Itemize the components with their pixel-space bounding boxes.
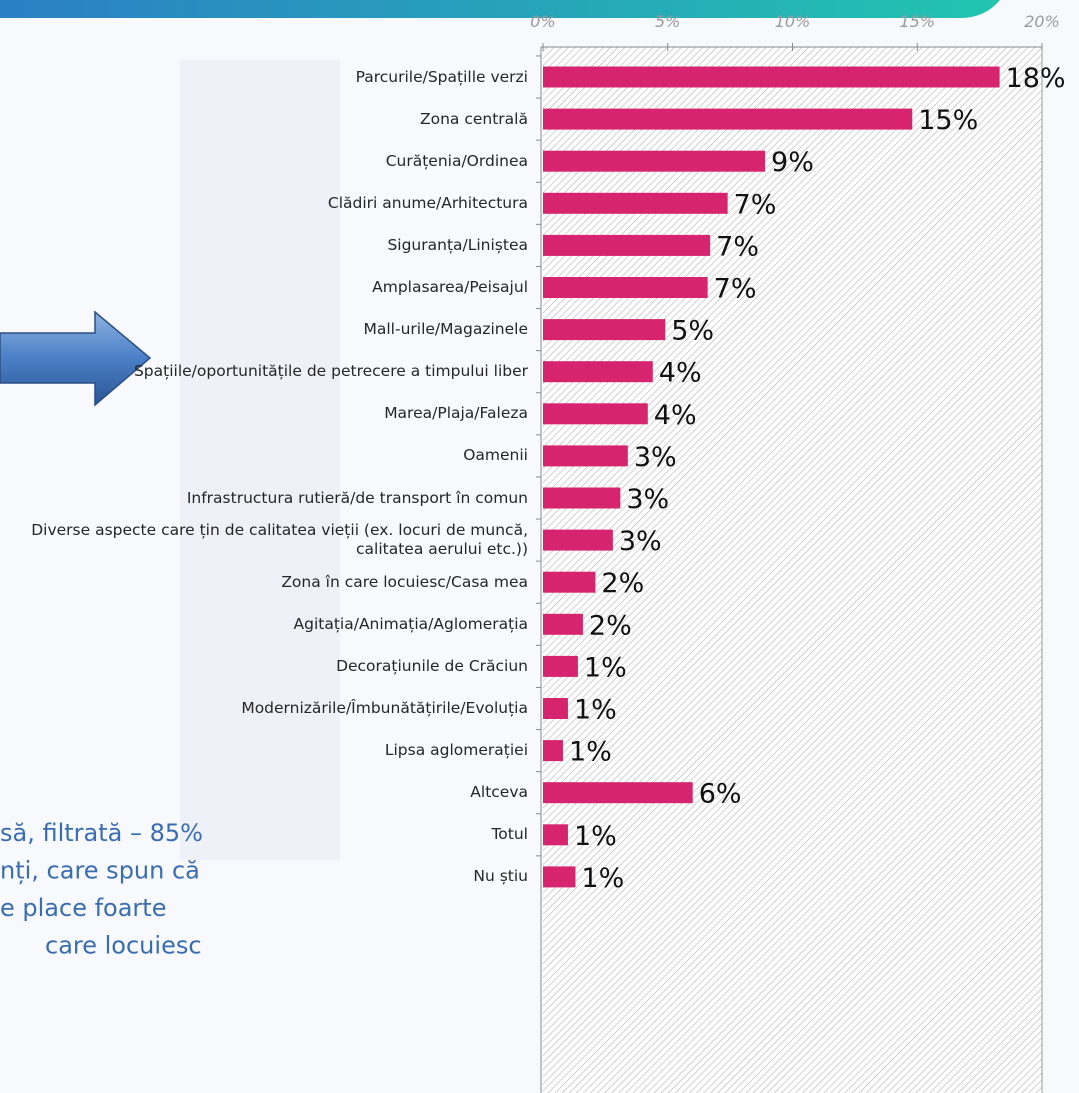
- category-label: Diverse aspecte care țin de calitatea vi…: [31, 521, 528, 559]
- background-building: [180, 60, 340, 860]
- annotation: nți, care spun că: [0, 857, 200, 885]
- category-label: Decorațiunile de Crăciun: [336, 656, 528, 675]
- value-label: 3%: [619, 526, 662, 557]
- value-label: 2%: [589, 610, 632, 641]
- bar: [543, 782, 693, 804]
- value-label: 1%: [584, 652, 627, 683]
- bar: [543, 613, 583, 635]
- bar: [543, 445, 628, 467]
- bar: [543, 824, 568, 846]
- category-label: Clădiri anume/Arhitectura: [327, 193, 528, 212]
- value-label: 15%: [918, 105, 978, 136]
- category-label: Zona centrală: [420, 109, 528, 128]
- category-label: Lipsa aglomerației: [384, 741, 528, 760]
- bar: [543, 403, 648, 425]
- bar: [543, 655, 578, 677]
- value-label: 7%: [734, 189, 777, 220]
- value-label: 1%: [581, 863, 624, 894]
- category-label: Nu știu: [473, 867, 528, 886]
- value-label: 9%: [771, 147, 814, 178]
- category-label: Zona în care locuiesc/Casa mea: [281, 572, 528, 591]
- annotation: e place foarte: [0, 894, 166, 922]
- bar: [543, 66, 1000, 88]
- bar: [543, 571, 596, 593]
- x-tick-label: 5%: [655, 12, 680, 31]
- category-label: Siguranța/Liniștea: [387, 235, 528, 254]
- category-label: Infrastructura rutieră/de transport în c…: [186, 488, 528, 507]
- x-tick-label: 20%: [1024, 12, 1060, 31]
- x-tick-label: 0%: [530, 12, 555, 31]
- category-label: Mall-urile/Magazinele: [363, 320, 529, 339]
- bar: [543, 277, 708, 298]
- category-label: Amplasarea/Peisajul: [372, 278, 528, 296]
- header-band: [0, 0, 1000, 18]
- category-label: Altceva: [470, 783, 528, 802]
- bar: [543, 234, 711, 256]
- arrow: [0, 310, 152, 407]
- value-label: 18%: [1006, 63, 1066, 94]
- annotation: să, filtrată – 85%: [0, 819, 203, 847]
- bar: [543, 319, 666, 341]
- value-label: 4%: [654, 400, 697, 431]
- category-label: Agitația/Animația/Aglomerația: [293, 614, 528, 633]
- value-label: 4%: [659, 358, 702, 389]
- category-label: Totul: [491, 825, 528, 844]
- plot-area: [543, 47, 1042, 1093]
- value-label: 3%: [634, 442, 677, 473]
- value-label: 3%: [626, 484, 669, 515]
- value-label: 2%: [601, 568, 644, 599]
- value-label: 6%: [699, 779, 742, 810]
- x-tick-label: 15%: [899, 12, 935, 31]
- category-label: Marea/Plaja/Faleza: [384, 404, 528, 423]
- category-label: Parcurile/Spațille verzi: [355, 67, 528, 86]
- bar: [543, 698, 568, 719]
- value-label: 1%: [569, 737, 612, 768]
- category-label: Spațiile/oportunitățile de petrecere a t…: [133, 362, 528, 381]
- value-label: 7%: [716, 231, 759, 262]
- category-label: Oamenii: [463, 446, 528, 465]
- bar: [543, 529, 613, 551]
- bar: [543, 866, 576, 888]
- value-label: 1%: [574, 695, 617, 726]
- bar: [543, 192, 728, 214]
- bar: [543, 361, 653, 383]
- bar: [543, 108, 913, 130]
- annotation: care locuiesc: [45, 932, 202, 960]
- category-label: Modernizările/Îmbunătățirile/Evoluția: [241, 699, 528, 717]
- bar: [543, 740, 563, 762]
- bar: [543, 487, 621, 509]
- x-tick-label: 10%: [775, 12, 811, 31]
- category-label: Curățenia/Ordinea: [385, 151, 528, 170]
- value-label: 1%: [574, 821, 617, 852]
- value-label: 5%: [671, 316, 714, 347]
- bar: [543, 150, 766, 172]
- value-label: 7%: [714, 274, 757, 305]
